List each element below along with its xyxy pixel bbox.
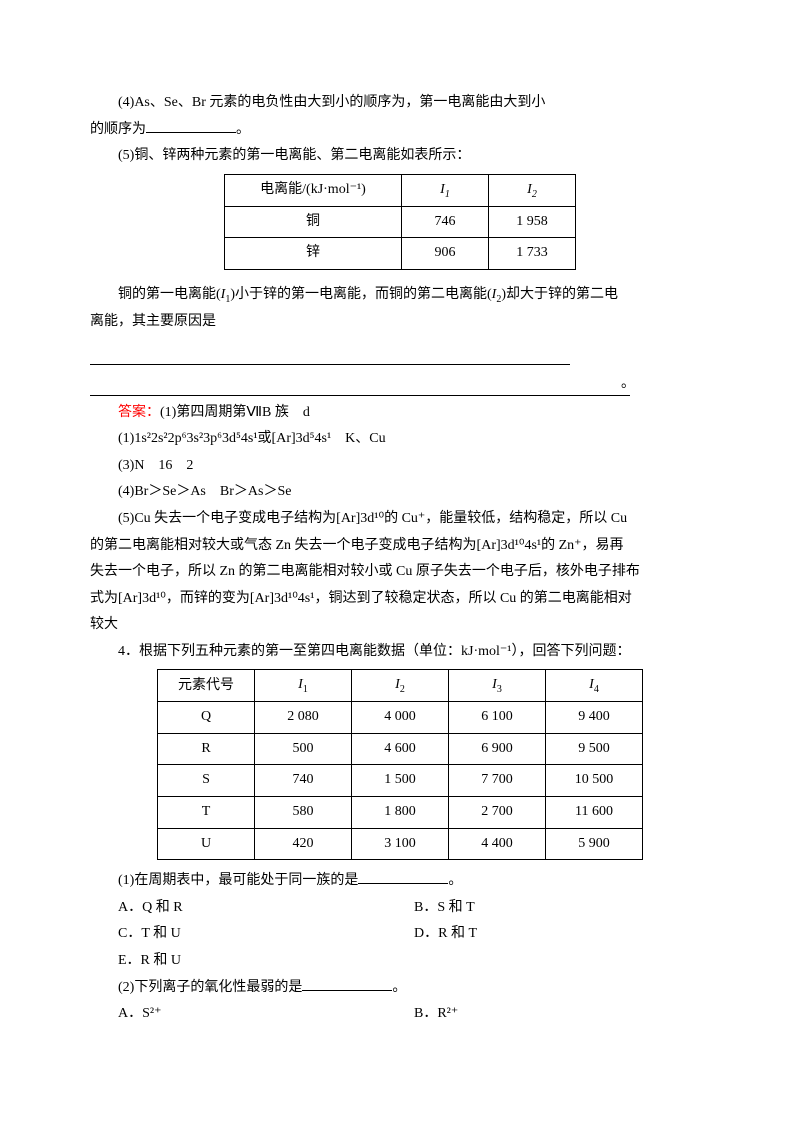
option-b: B．R²⁺ — [414, 1001, 710, 1028]
text: )小于锌的第一电离能，而铜的第二电离能( — [230, 287, 491, 302]
answer-line — [90, 369, 630, 395]
text: (2)下列离子的氧化性最弱的是 — [118, 980, 302, 995]
th: 元素代号 — [158, 670, 255, 702]
problem-4-intro: 4．根据下列五种元素的第一至第四电离能数据（单位：kJ·mol⁻¹），回答下列问… — [90, 639, 710, 666]
question-5-follow: 铜的第一电离能(I1)小于锌的第一电离能，而铜的第二电离能(I2)却大于锌的第二… — [90, 282, 710, 309]
cell: 11 600 — [546, 797, 643, 829]
cell: 4 400 — [449, 828, 546, 860]
option-a: A．S²⁺ — [118, 1001, 414, 1028]
cell: 1 500 — [352, 765, 449, 797]
answer-5c: 失去一个电子，所以 Zn 的第二电离能相对较小或 Cu 原子失去一个电子后，核外… — [90, 559, 710, 586]
question-4-line2: 的顺序为 。 — [90, 117, 710, 144]
document-page: (4)As、Se、Br 元素的电负性由大到小的顺序为，第一电离能由大到小 的顺序… — [0, 0, 800, 1132]
option-b: B．S 和 T — [414, 895, 710, 922]
text: 。 — [392, 980, 406, 995]
cell: 2 080 — [255, 702, 352, 734]
blank — [146, 118, 236, 133]
cell: 1 733 — [489, 238, 576, 270]
cell: 5 900 — [546, 828, 643, 860]
question-5-follow-2: 离能，其主要原因是 — [90, 309, 710, 336]
cell: T — [158, 797, 255, 829]
answer-5e: 较大 — [90, 612, 710, 639]
option-c: C．T 和 U — [118, 921, 414, 948]
cell: 580 — [255, 797, 352, 829]
answer-3: (3)N 16 2 — [90, 453, 710, 480]
answer-4: (4)Br＞Se＞As Br＞As＞Se — [90, 479, 710, 506]
table-row: U 420 3 100 4 400 5 900 — [158, 828, 643, 860]
blank — [358, 869, 448, 884]
answer-5a: (5)Cu 失去一个电子变成电子结构为[Ar]3d¹⁰的 Cu⁺，能量较低，结构… — [90, 506, 710, 533]
q4-text-b: ，第一电离能由大到小 — [405, 95, 545, 110]
table-header-row: 元素代号 I1 I2 I3 I4 — [158, 670, 643, 702]
table-row: T 580 1 800 2 700 11 600 — [158, 797, 643, 829]
cell: 铜 — [225, 206, 402, 238]
answer-5b: 的第二电离能相对较大或气态 Zn 失去一个电子变成电子结构为[Ar]3d¹⁰4s… — [90, 533, 710, 560]
cell: 9 400 — [546, 702, 643, 734]
question-5-intro: (5)铜、锌两种元素的第一电离能、第二电离能如表所示： — [90, 143, 710, 170]
cell: 1 800 — [352, 797, 449, 829]
answer-label: 答案： — [118, 405, 160, 420]
q4-text-c: 的顺序为 — [90, 122, 146, 137]
q4-text-d: 。 — [236, 122, 250, 137]
period: 。 — [621, 371, 635, 398]
th: 电离能/(kJ·mol⁻¹) — [225, 174, 402, 206]
table-row: Q 2 080 4 000 6 100 9 400 — [158, 702, 643, 734]
problem-4-q2: (2)下列离子的氧化性最弱的是 。 — [90, 975, 710, 1002]
cell: 2 700 — [449, 797, 546, 829]
cell: 1 958 — [489, 206, 576, 238]
th: I4 — [546, 670, 643, 702]
th: I3 — [449, 670, 546, 702]
options-1: A．Q 和 R B．S 和 T C．T 和 U D．R 和 T E．R 和 U — [118, 895, 710, 975]
answer-2: (1)1s²2s²2p⁶3s²3p⁶3d⁵4s¹或[Ar]3d⁵4s¹ K、Cu — [90, 426, 710, 453]
answer-1: (1)第四周期第ⅦB 族 d — [160, 405, 310, 420]
option-d: D．R 和 T — [414, 921, 710, 948]
q4-text-a: (4)As、Se、Br 元素的电负性由大到小的顺序为 — [118, 95, 405, 110]
cell: 6 900 — [449, 733, 546, 765]
table-row: R 500 4 600 6 900 9 500 — [158, 733, 643, 765]
ionization-table-1: 电离能/(kJ·mol⁻¹) I1 I2 铜 746 1 958 锌 906 1… — [224, 174, 576, 270]
blank — [302, 976, 392, 991]
th: I1 — [402, 174, 489, 206]
cell: 3 100 — [352, 828, 449, 860]
table-header-row: 电离能/(kJ·mol⁻¹) I1 I2 — [225, 174, 576, 206]
question-4: (4)As、Se、Br 元素的电负性由大到小的顺序为，第一电离能由大到小 — [90, 90, 710, 117]
cell: Q — [158, 702, 255, 734]
cell: 740 — [255, 765, 352, 797]
cell: 7 700 — [449, 765, 546, 797]
th: I2 — [352, 670, 449, 702]
cell: 500 — [255, 733, 352, 765]
th: I2 — [489, 174, 576, 206]
cell: 10 500 — [546, 765, 643, 797]
cell: S — [158, 765, 255, 797]
ionization-table-2: 元素代号 I1 I2 I3 I4 Q 2 080 4 000 6 100 9 4… — [157, 669, 643, 860]
cell: 6 100 — [449, 702, 546, 734]
text: )却大于锌的第二电 — [501, 287, 618, 302]
cell: U — [158, 828, 255, 860]
answer-line — [90, 339, 570, 365]
cell: 9 500 — [546, 733, 643, 765]
text: 。 — [448, 873, 462, 888]
cell: 420 — [255, 828, 352, 860]
answer-block: 答案：(1)第四周期第ⅦB 族 d — [90, 400, 710, 427]
options-2: A．S²⁺ B．R²⁺ — [118, 1001, 710, 1028]
option-e: E．R 和 U — [118, 948, 414, 975]
cell: 746 — [402, 206, 489, 238]
problem-4-q1: (1)在周期表中，最可能处于同一族的是 。 — [90, 868, 710, 895]
table-row: 锌 906 1 733 — [225, 238, 576, 270]
cell: R — [158, 733, 255, 765]
cell: 906 — [402, 238, 489, 270]
text: 铜的第一电离能( — [118, 287, 221, 302]
table-row: 铜 746 1 958 — [225, 206, 576, 238]
cell: 4 600 — [352, 733, 449, 765]
answer-5d: 式为[Ar]3d¹⁰，而锌的变为[Ar]3d¹⁰4s¹，铜达到了较稳定状态，所以… — [90, 586, 710, 613]
table-row: S 740 1 500 7 700 10 500 — [158, 765, 643, 797]
cell: 4 000 — [352, 702, 449, 734]
option-a: A．Q 和 R — [118, 895, 414, 922]
text: (1)在周期表中，最可能处于同一族的是 — [118, 873, 358, 888]
th: I1 — [255, 670, 352, 702]
cell: 锌 — [225, 238, 402, 270]
